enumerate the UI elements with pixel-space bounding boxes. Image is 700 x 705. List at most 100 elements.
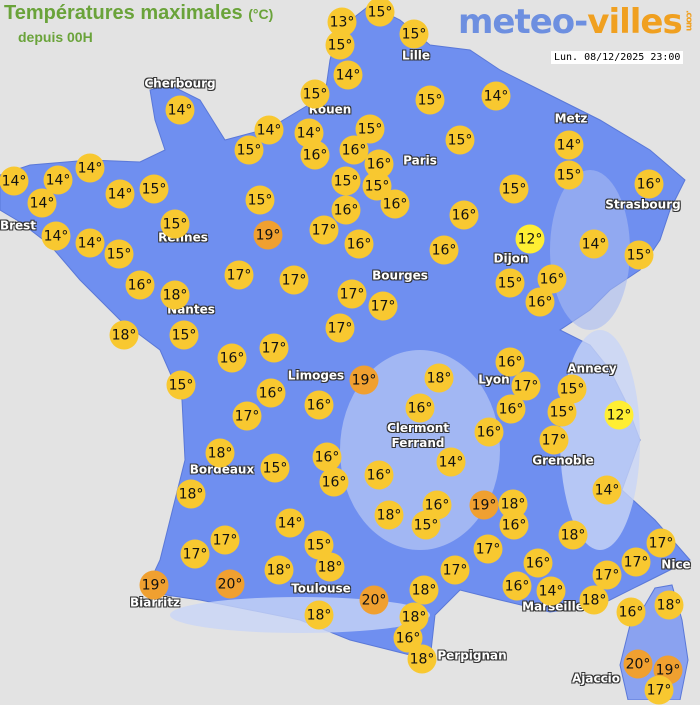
temperature-marker[interactable]: 17° [368, 291, 398, 321]
temperature-marker[interactable]: 16° [300, 140, 330, 170]
temperature-marker[interactable]: 16° [304, 390, 334, 420]
temperature-marker[interactable]: 16° [499, 510, 529, 540]
temperature-marker[interactable]: 18° [160, 280, 190, 310]
temperature-marker[interactable]: 16° [537, 264, 567, 294]
temperature-marker[interactable]: 18° [579, 585, 609, 615]
temperature-marker[interactable]: 15° [139, 174, 169, 204]
temperature-marker[interactable]: 14° [333, 60, 363, 90]
temperature-marker[interactable]: 15° [160, 209, 190, 239]
temperature-marker[interactable]: 15° [445, 125, 475, 155]
temperature-marker[interactable]: 19° [349, 365, 379, 395]
temperature-marker[interactable]: 14° [0, 166, 29, 196]
temperature-marker[interactable]: 15° [624, 240, 654, 270]
temperature-marker[interactable]: 15° [300, 79, 330, 109]
temperature-marker[interactable]: 16° [502, 571, 532, 601]
temperature-marker[interactable]: 18° [304, 600, 334, 630]
temperature-marker[interactable]: 12° [515, 224, 545, 254]
temperature-marker[interactable]: 14° [554, 130, 584, 160]
temperature-marker[interactable]: 18° [205, 438, 235, 468]
temperature-marker[interactable]: 14° [165, 95, 195, 125]
temperature-marker[interactable]: 18° [654, 590, 684, 620]
temperature-marker[interactable]: 17° [592, 560, 622, 590]
temperature-marker[interactable]: 14° [105, 179, 135, 209]
temperature-marker[interactable]: 15° [415, 85, 445, 115]
temperature-marker[interactable]: 16° [125, 270, 155, 300]
temperature-marker[interactable]: 16° [429, 235, 459, 265]
temperature-marker[interactable]: 14° [536, 576, 566, 606]
temperature-marker[interactable]: 17° [337, 279, 367, 309]
temperature-marker[interactable]: 14° [275, 508, 305, 538]
temperature-marker[interactable]: 14° [41, 221, 71, 251]
temperature-marker[interactable]: 17° [646, 528, 676, 558]
temperature-marker[interactable]: 16° [319, 467, 349, 497]
temperature-marker[interactable]: 16° [380, 189, 410, 219]
logo[interactable]: meteo-villes .com [458, 2, 694, 42]
temperature-marker[interactable]: 17° [621, 547, 651, 577]
temperature-marker[interactable]: 17° [210, 525, 240, 555]
temperature-marker[interactable]: 16° [525, 287, 555, 317]
temperature-marker[interactable]: 16° [364, 460, 394, 490]
temperature-marker[interactable]: 20° [215, 569, 245, 599]
temperature-marker[interactable]: 20° [359, 585, 389, 615]
temperature-marker[interactable]: 15° [499, 174, 529, 204]
temperature-marker[interactable]: 17° [644, 675, 674, 705]
temperature-marker[interactable]: 15° [365, 0, 395, 27]
temperature-marker[interactable]: 15° [495, 268, 525, 298]
temperature-marker[interactable]: 15° [411, 510, 441, 540]
temperature-marker[interactable]: 14° [75, 228, 105, 258]
temperature-marker[interactable]: 17° [325, 313, 355, 343]
temperature-marker[interactable]: 19° [469, 490, 499, 520]
temperature-marker[interactable]: 15° [234, 135, 264, 165]
temperature-marker[interactable]: 15° [547, 397, 577, 427]
temperature-marker[interactable]: 17° [180, 539, 210, 569]
temperature-marker[interactable]: 19° [139, 570, 169, 600]
temperature-marker[interactable]: 17° [232, 401, 262, 431]
temperature-marker[interactable]: 15° [355, 114, 385, 144]
temperature-marker[interactable]: 16° [405, 393, 435, 423]
temperature-marker[interactable]: 15° [260, 453, 290, 483]
temperature-marker[interactable]: 17° [259, 333, 289, 363]
temperature-marker[interactable]: 15° [399, 19, 429, 49]
temperature-marker[interactable]: 15° [169, 320, 199, 350]
temperature-marker[interactable]: 18° [264, 555, 294, 585]
temperature-marker[interactable]: 17° [224, 260, 254, 290]
temperature-marker[interactable]: 14° [592, 475, 622, 505]
temperature-marker[interactable]: 14° [579, 229, 609, 259]
temperature-marker[interactable]: 16° [634, 169, 664, 199]
temperature-marker[interactable]: 12° [604, 400, 634, 430]
temperature-marker[interactable]: 16° [496, 394, 526, 424]
temperature-marker[interactable]: 16° [523, 548, 553, 578]
temperature-marker[interactable]: 18° [374, 500, 404, 530]
temperature-marker[interactable]: 17° [539, 425, 569, 455]
temperature-marker[interactable]: 16° [217, 343, 247, 373]
temperature-marker[interactable]: 17° [473, 534, 503, 564]
temperature-marker[interactable]: 18° [176, 479, 206, 509]
temperature-marker[interactable]: 14° [75, 153, 105, 183]
temperature-marker[interactable]: 17° [440, 555, 470, 585]
temperature-marker[interactable]: 15° [554, 160, 584, 190]
temperature-marker[interactable]: 16° [256, 378, 286, 408]
temperature-marker[interactable]: 15° [166, 370, 196, 400]
temperature-marker[interactable]: 15° [104, 239, 134, 269]
temperature-marker[interactable]: 18° [407, 644, 437, 674]
temperature-marker[interactable]: 17° [279, 265, 309, 295]
temperature-marker[interactable]: 18° [558, 520, 588, 550]
temperature-marker[interactable]: 19° [253, 220, 283, 250]
temperature-marker[interactable]: 16° [474, 417, 504, 447]
temperature-marker[interactable]: 16° [331, 195, 361, 225]
temperature-marker[interactable]: 20° [623, 649, 653, 679]
temperature-marker[interactable]: 18° [409, 575, 439, 605]
temperature-marker[interactable]: 14° [436, 447, 466, 477]
temperature-marker[interactable]: 14° [481, 81, 511, 111]
temperature-marker[interactable]: 15° [304, 530, 334, 560]
temperature-marker[interactable]: 15° [331, 166, 361, 196]
temperature-marker[interactable]: 16° [339, 135, 369, 165]
temperature-marker[interactable]: 14° [43, 165, 73, 195]
temperature-marker[interactable]: 17° [309, 215, 339, 245]
temperature-marker[interactable]: 16° [449, 200, 479, 230]
temperature-marker[interactable]: 16° [344, 229, 374, 259]
temperature-marker[interactable]: 15° [245, 185, 275, 215]
temperature-marker[interactable]: 18° [424, 363, 454, 393]
temperature-marker[interactable]: 16° [616, 597, 646, 627]
temperature-marker[interactable]: 18° [315, 552, 345, 582]
